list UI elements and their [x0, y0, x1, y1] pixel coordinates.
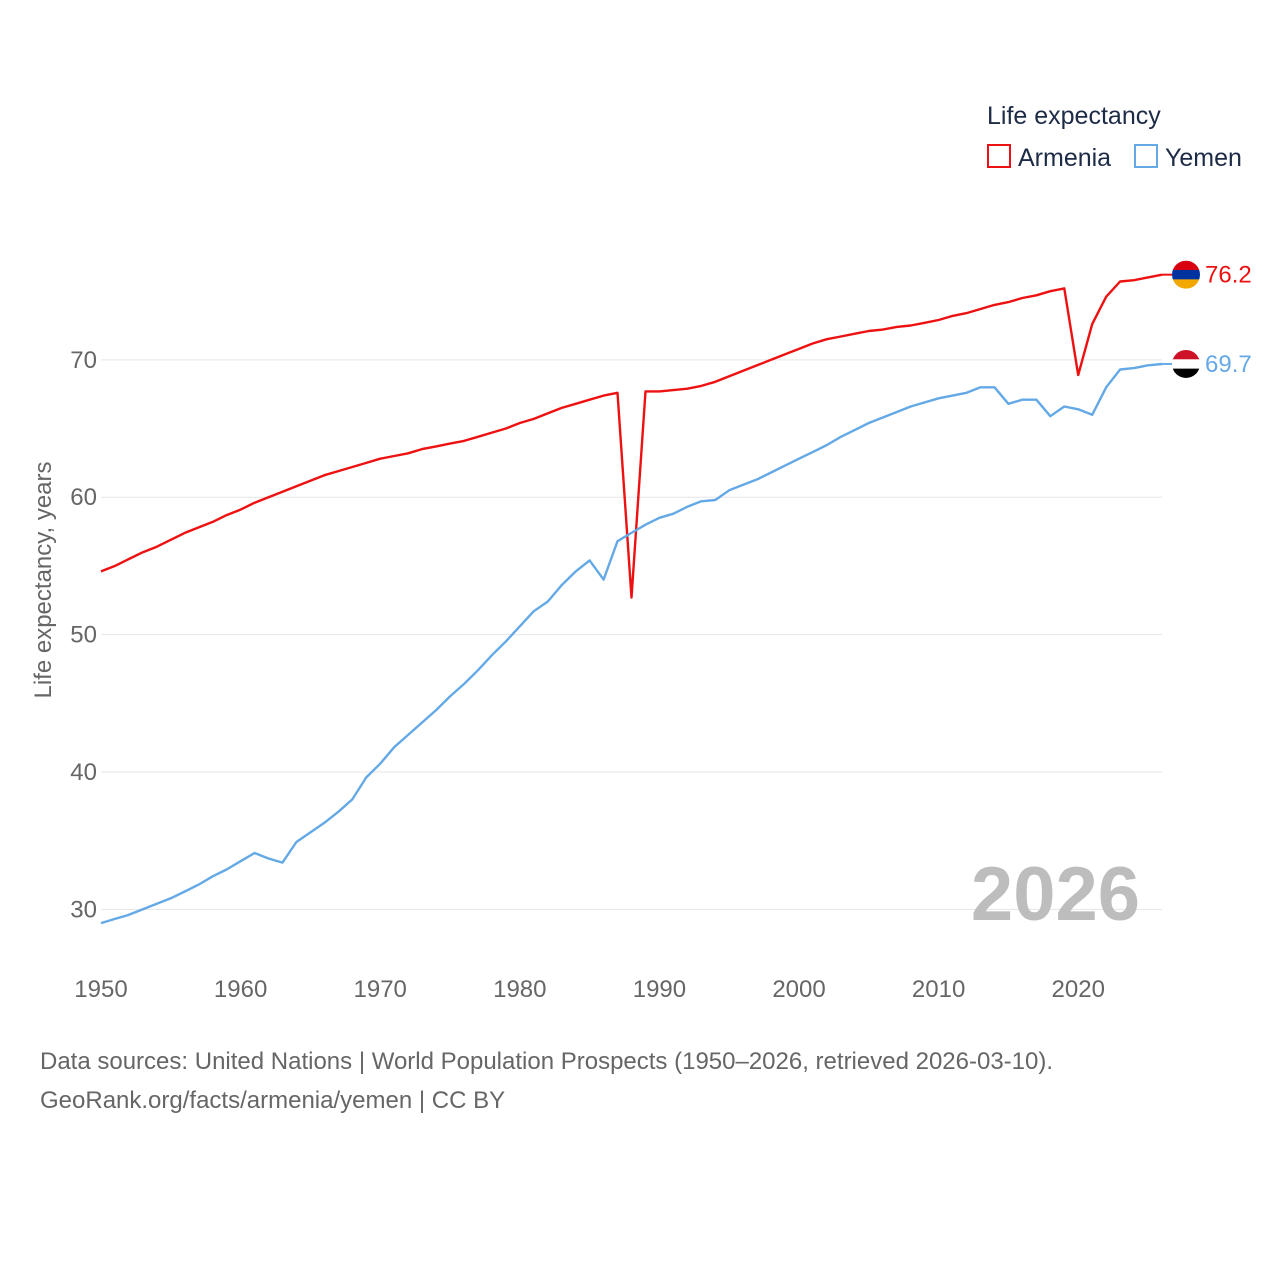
end-value-label-yemen: 69.7 [1205, 351, 1252, 378]
x-axis-ticks: 1950 1960 1970 1980 1990 2000 2010 2020 [74, 976, 1105, 1003]
yemen-flag-icon [1172, 349, 1200, 378]
line-chart: 30 40 50 60 70 1950 1960 1970 1980 1990 2000 2010 2… [30, 102, 1252, 1003]
legend-swatch [1134, 144, 1158, 168]
y-tick-label: 50 [70, 622, 97, 649]
x-tick-label: 1980 [493, 976, 546, 1003]
x-tick-label: 2000 [772, 976, 825, 1003]
legend-label: Yemen [1165, 144, 1242, 172]
x-tick-label: 1950 [74, 976, 127, 1003]
legend-swatch [987, 144, 1011, 168]
y-tick-label: 30 [70, 896, 97, 923]
year-watermark: 2026 [971, 852, 1140, 937]
x-tick-label: 2020 [1052, 976, 1105, 1003]
series-lines [100, 273, 1163, 925]
credit-link[interactable]: GeoRank.org/facts/armenia/yemen | CC BY [40, 1087, 506, 1114]
end-value-label-armenia: 76.2 [1205, 262, 1252, 289]
data-sources-note: Data sources: United Nations | World Pop… [40, 1048, 1054, 1075]
legend-item-yemen[interactable]: Yemen [1134, 144, 1242, 172]
footer: Data sources: United Nations | World Pop… [40, 1042, 1053, 1120]
y-tick-label: 40 [70, 759, 97, 786]
series-line-armenia [100, 273, 1163, 599]
x-tick-label: 1990 [633, 976, 686, 1003]
legend-label: Armenia [1018, 144, 1111, 172]
y-tick-label: 70 [70, 347, 97, 374]
x-tick-label: 1970 [354, 976, 407, 1003]
legend-item-armenia[interactable]: Armenia [987, 144, 1111, 172]
y-tick-label: 60 [70, 484, 97, 511]
y-axis-ticks: 30 40 50 60 70 [70, 347, 97, 923]
x-tick-label: 2010 [912, 976, 965, 1003]
legend-title: Life expectancy [987, 102, 1161, 130]
y-axis-label: Life expectancy, years [30, 461, 57, 698]
gridlines [101, 359, 1162, 910]
end-labels: 76.2 69.7 [1162, 260, 1252, 378]
legend: Life expectancy Armenia Yemen [987, 102, 1242, 172]
armenia-flag-icon [1172, 260, 1200, 289]
x-tick-label: 1960 [214, 976, 267, 1003]
series-line-yemen [100, 362, 1163, 925]
